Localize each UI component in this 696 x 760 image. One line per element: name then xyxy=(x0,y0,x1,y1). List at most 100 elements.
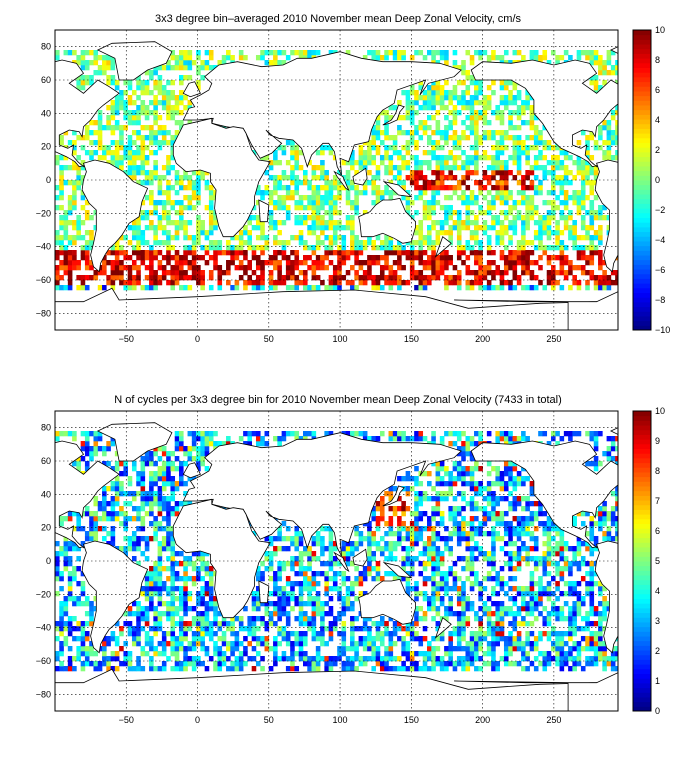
heatmap-cell xyxy=(512,110,518,116)
heatmap-cell xyxy=(474,571,479,577)
heatmap-cell xyxy=(315,541,321,547)
heatmap-cell xyxy=(593,230,599,236)
heatmap-cell xyxy=(136,491,141,497)
heatmap-cell xyxy=(431,556,436,562)
heatmap-cell xyxy=(131,265,137,271)
heatmap-cell xyxy=(72,666,77,672)
heatmap-cell xyxy=(273,581,278,587)
heatmap-cell xyxy=(307,215,312,221)
heatmap-cell xyxy=(208,656,214,662)
heatmap-cell xyxy=(187,285,193,291)
heatmap-cell xyxy=(491,160,496,166)
heatmap-cell xyxy=(397,180,402,186)
heatmap-cell xyxy=(610,280,616,286)
heatmap-cell xyxy=(350,155,355,161)
heatmap-cell xyxy=(422,90,428,96)
heatmap-cell xyxy=(131,225,137,231)
heatmap-cell xyxy=(555,195,560,201)
y-tick-label: −40 xyxy=(36,242,51,252)
heatmap-cell xyxy=(379,245,385,251)
heatmap-cell xyxy=(264,170,270,176)
heatmap-cell xyxy=(247,631,252,637)
heatmap-cell xyxy=(503,100,509,106)
y-tick-label: 0 xyxy=(46,175,51,185)
heatmap-cell xyxy=(350,661,355,667)
heatmap-cell xyxy=(277,546,282,552)
heatmap-cell xyxy=(315,175,321,181)
heatmap-cell xyxy=(508,110,513,116)
heatmap-cell xyxy=(516,140,522,146)
heatmap-cell xyxy=(559,150,565,156)
heatmap-cell xyxy=(375,506,381,512)
heatmap-cell xyxy=(179,60,184,66)
heatmap-cell xyxy=(358,260,364,266)
heatmap-cell xyxy=(131,130,137,136)
heatmap-cell xyxy=(491,185,496,191)
heatmap-cell xyxy=(486,270,492,276)
heatmap-cell xyxy=(397,536,402,542)
heatmap-cell xyxy=(76,461,81,467)
heatmap-cell xyxy=(435,120,441,126)
heatmap-cell xyxy=(200,586,205,592)
heatmap-cell xyxy=(187,591,193,597)
heatmap-cell xyxy=(405,526,411,532)
heatmap-cell xyxy=(290,606,295,612)
heatmap-cell xyxy=(161,125,167,131)
heatmap-cell xyxy=(486,165,492,171)
heatmap-cell xyxy=(461,506,466,512)
heatmap-cell xyxy=(55,556,60,562)
heatmap-cell xyxy=(362,245,368,251)
heatmap-cell xyxy=(298,596,304,602)
heatmap-cell xyxy=(375,285,381,291)
heatmap-cell xyxy=(478,180,483,186)
heatmap-cell xyxy=(183,561,188,567)
heatmap-cell xyxy=(226,646,231,652)
heatmap-cell xyxy=(161,566,167,572)
heatmap-cell xyxy=(474,145,479,151)
heatmap-cell xyxy=(593,145,599,151)
heatmap-cell xyxy=(273,641,278,647)
heatmap-cell xyxy=(123,280,128,286)
heatmap-cell xyxy=(448,601,453,607)
heatmap-cell xyxy=(179,636,184,642)
heatmap-cell xyxy=(298,631,304,637)
heatmap-cell xyxy=(422,616,428,622)
heatmap-cell xyxy=(149,220,154,226)
heatmap-cell xyxy=(72,150,77,156)
heatmap-cell xyxy=(157,556,163,562)
heatmap-cell xyxy=(345,195,351,201)
heatmap-cell xyxy=(512,255,518,261)
heatmap-cell xyxy=(255,616,261,622)
heatmap-cell xyxy=(72,160,77,166)
heatmap-cell xyxy=(439,145,445,151)
heatmap-cell xyxy=(174,586,180,592)
heatmap-cell xyxy=(474,491,479,497)
heatmap-cell xyxy=(273,180,278,186)
heatmap-cell xyxy=(93,55,99,61)
heatmap-cell xyxy=(89,451,94,457)
heatmap-cell xyxy=(281,220,287,226)
heatmap-cell xyxy=(200,461,205,467)
heatmap-cell xyxy=(354,526,359,532)
heatmap-cell xyxy=(332,571,338,577)
heatmap-cell xyxy=(144,556,150,562)
heatmap-cell xyxy=(508,205,513,211)
heatmap-cell xyxy=(264,646,270,652)
heatmap-cell xyxy=(474,616,479,622)
heatmap-cell xyxy=(350,205,355,211)
heatmap-cells xyxy=(55,50,618,291)
heatmap-cell xyxy=(268,541,274,547)
heatmap-cell xyxy=(102,656,107,662)
heatmap-cell xyxy=(341,631,347,637)
heatmap-cell xyxy=(461,150,466,156)
heatmap-cell xyxy=(332,230,338,236)
heatmap-cell xyxy=(546,200,552,206)
heatmap-cell xyxy=(76,651,81,657)
heatmap-cell xyxy=(110,275,116,281)
heatmap-cell xyxy=(131,466,137,472)
heatmap-cell xyxy=(119,250,124,256)
heatmap-cell xyxy=(127,100,133,106)
heatmap-cell xyxy=(290,190,295,196)
heatmap-cell xyxy=(384,110,389,116)
heatmap-cell xyxy=(461,446,466,452)
